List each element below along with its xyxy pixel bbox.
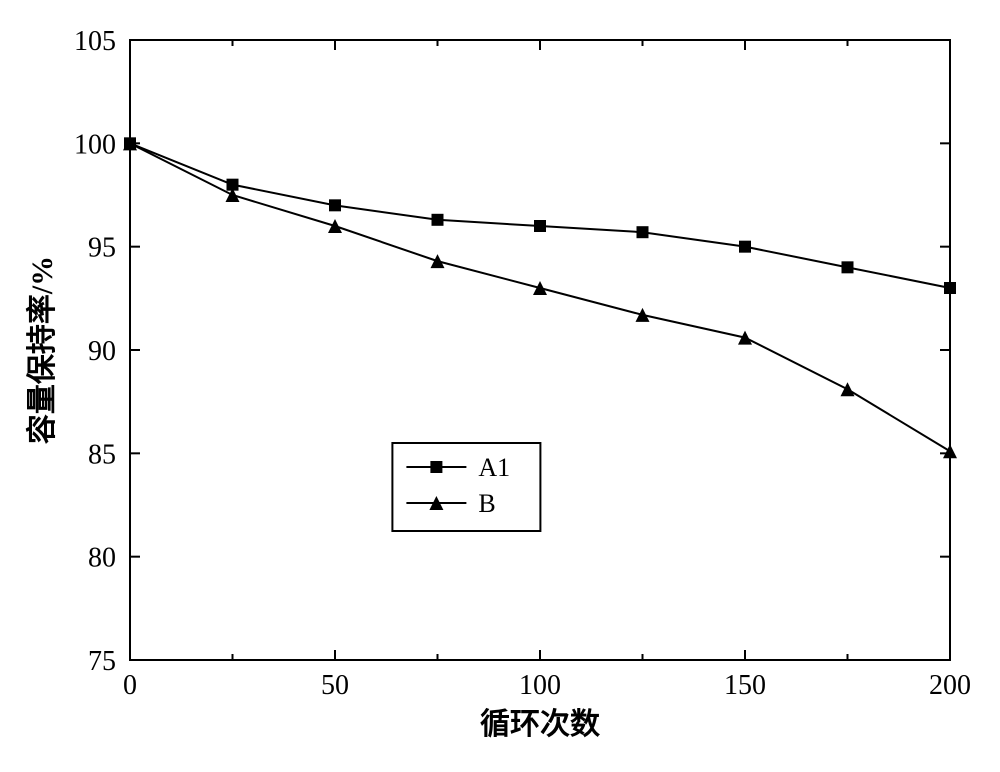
y-tick-label: 100: [74, 129, 116, 160]
x-tick-label: 100: [519, 670, 561, 701]
x-tick-label: 50: [321, 670, 349, 701]
y-tick-label: 90: [88, 336, 116, 367]
chart-svg: 0 50 100 150 200 循环次数 75 80 85 90 95 100 105 容量保持率/% A…: [0, 0, 1000, 772]
x-tick-label: 0: [123, 670, 137, 701]
y-tick-label: 105: [74, 26, 116, 57]
x-tick-label: 200: [929, 670, 971, 701]
y-tick-label: 95: [88, 233, 116, 264]
y-axis-label: 容量保持率/%: [26, 256, 59, 444]
legend-label-B: B: [478, 489, 495, 518]
y-tick-label: 75: [88, 646, 116, 677]
capacity-retention-chart: 0 50 100 150 200 循环次数 75 80 85 90 95 100 105 容量保持率/% A…: [0, 0, 1000, 772]
legend: A1 B: [392, 443, 540, 531]
legend-label-A1: A1: [478, 453, 510, 482]
y-tick-label: 85: [88, 439, 116, 470]
x-axis-label: 循环次数: [480, 708, 601, 741]
y-tick-label: 80: [88, 543, 116, 574]
x-tick-label: 150: [724, 670, 766, 701]
